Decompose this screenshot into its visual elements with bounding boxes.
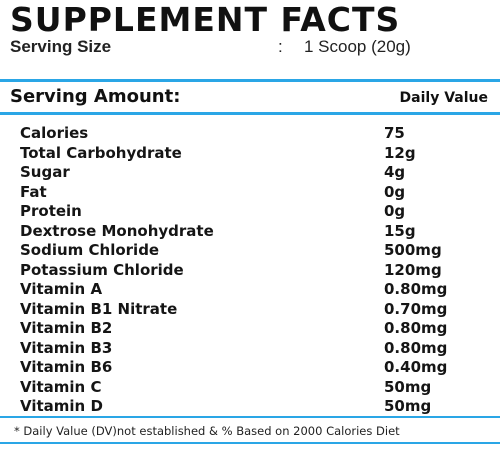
- nutrient-amount: 0.40mg: [384, 358, 448, 376]
- serving-size-value: 1 Scoop (20g): [304, 37, 411, 56]
- nutrient-row-vitamin-c: Vitamin C 50mg: [20, 378, 480, 398]
- nutrient-name: Total Carbohydrate: [20, 143, 182, 162]
- nutrient-row-vitamin-a: Vitamin A 0.80mg: [20, 280, 480, 300]
- nutrient-name: Calories: [20, 124, 89, 142]
- nutrient-name: Potassium Chloride: [20, 260, 184, 279]
- top-divider: [0, 79, 500, 82]
- nutrient-name: Vitamin D: [20, 397, 103, 415]
- serving-size-label: Serving Size: [10, 37, 112, 56]
- nutrient-amount: 0.70mg: [384, 299, 448, 318]
- nutrient-row-calories: Calories 75: [20, 124, 480, 144]
- nutrient-amount: 4g: [384, 163, 406, 181]
- serving-amount-heading: Serving Amount:: [10, 86, 181, 107]
- daily-value-heading: Daily Value: [399, 90, 488, 106]
- nutrient-amount: 15g: [384, 221, 416, 240]
- nutrient-name: Dextrose Monohydrate: [20, 221, 214, 240]
- daily-value-footnote: * Daily Value (DV)not established & % Ba…: [14, 424, 400, 438]
- table-header: Serving Amount: Daily Value: [10, 86, 488, 108]
- nutrient-amount: 120mg: [384, 260, 442, 279]
- nutrient-amount: 0.80mg: [384, 280, 448, 298]
- footnote-divider: [0, 416, 500, 418]
- nutrient-row-potassium-chloride: Potassium Chloride 120mg: [20, 261, 480, 281]
- nutrient-name: Protein: [20, 202, 82, 220]
- nutrient-row-vitamin-b3: Vitamin B3 0.80mg: [20, 339, 480, 359]
- nutrient-row-total-carbohydrate: Total Carbohydrate 12g: [20, 144, 480, 164]
- nutrient-row-fat: Fat 0g: [20, 183, 480, 203]
- nutrient-row-vitamin-b1-nitrate: Vitamin B1 Nitrate 0.70mg: [20, 300, 480, 320]
- nutrient-row-vitamin-d: Vitamin D 50mg: [20, 397, 480, 417]
- nutrient-name: Vitamin B6: [20, 358, 113, 376]
- nutrient-name: Vitamin B2: [20, 319, 113, 337]
- nutrient-row-sodium-chloride: Sodium Chloride 500mg: [20, 241, 480, 261]
- nutrient-amount: 50mg: [384, 377, 432, 396]
- nutrient-name: Vitamin A: [20, 280, 103, 298]
- nutrient-row-vitamin-b2: Vitamin B2 0.80mg: [20, 319, 480, 339]
- nutrient-amount: 75: [384, 124, 405, 142]
- nutrient-row-sugar: Sugar 4g: [20, 163, 480, 183]
- nutrient-name: Sodium Chloride: [20, 241, 160, 259]
- nutrient-amount: 0g: [384, 182, 406, 201]
- nutrient-amount: 50mg: [384, 397, 432, 415]
- nutrient-name: Fat: [20, 182, 47, 201]
- serving-size-separator: :: [278, 37, 283, 56]
- panel-title: SUPPLEMENT FACTS: [10, 0, 401, 39]
- nutrient-row-dextrose-monohydrate: Dextrose Monohydrate 15g: [20, 222, 480, 242]
- nutrient-row-protein: Protein 0g: [20, 202, 480, 222]
- nutrient-amount: 12g: [384, 143, 416, 162]
- bottom-divider: [0, 442, 500, 444]
- nutrient-amount: 500mg: [384, 241, 442, 259]
- nutrient-amount: 0g: [384, 202, 406, 220]
- nutrient-list: Calories 75 Total Carbohydrate 12g Sugar…: [20, 124, 480, 417]
- nutrient-amount: 0.80mg: [384, 338, 448, 357]
- nutrient-name: Sugar: [20, 163, 70, 181]
- serving-size-row: Serving Size : 1 Scoop (20g): [10, 37, 490, 57]
- header-divider: [0, 112, 500, 115]
- nutrient-row-vitamin-b6: Vitamin B6 0.40mg: [20, 358, 480, 378]
- nutrient-amount: 0.80mg: [384, 319, 448, 337]
- nutrient-name: Vitamin C: [20, 377, 102, 396]
- nutrient-name: Vitamin B3: [20, 338, 113, 357]
- nutrient-name: Vitamin B1 Nitrate: [20, 299, 178, 318]
